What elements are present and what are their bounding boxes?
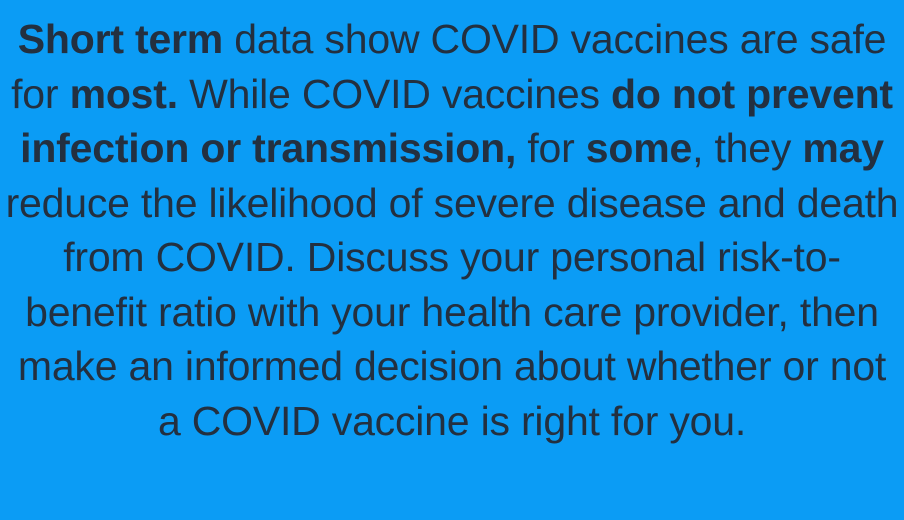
notice-bold-short-term: Short term [17, 16, 224, 62]
notice-bold-most: most. [69, 70, 179, 117]
notice-text-segment: reduce the likelihood of severe disease … [5, 179, 899, 444]
notice-text-segment: While COVID vaccines [177, 70, 611, 117]
notice-text-segment: for [516, 125, 586, 171]
notice-bold-do-not-prevent: do not prevent infection or transmission… [20, 70, 893, 172]
notice-text-segment: data show COVID vaccines are safe for [11, 16, 887, 117]
notice-text-segment: , they [692, 125, 803, 171]
notice-bold-some: some [585, 125, 693, 171]
notice-bold-may: may [802, 125, 884, 171]
vaccine-notice-text: Short term data show COVID vaccines are … [4, 12, 900, 520]
